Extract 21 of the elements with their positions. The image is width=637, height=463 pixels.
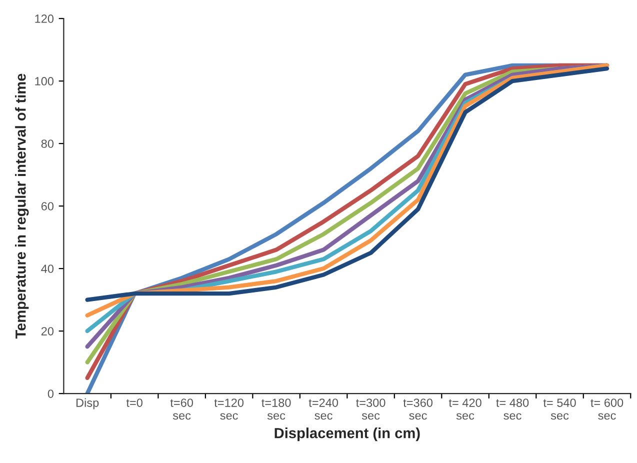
x-tick-label: t=240 sec bbox=[308, 398, 338, 420]
x-tick-label: t=360 sec bbox=[403, 398, 433, 420]
y-tick-label: 40 bbox=[41, 264, 54, 273]
y-tick-label: 80 bbox=[41, 140, 54, 148]
x-tick-label: t= 600 sec bbox=[590, 398, 624, 420]
y-tick-label: 120 bbox=[35, 14, 54, 23]
y-tick-label: 20 bbox=[41, 327, 54, 336]
y-tick-label: 100 bbox=[35, 77, 54, 86]
x-tick-label: t= 480 sec bbox=[496, 398, 529, 420]
y-axis-title: Temperature in regular interval of time bbox=[15, 74, 29, 339]
x-axis-title: Displacement (in cm) bbox=[274, 428, 420, 442]
x-tick-label: t=60 sec bbox=[170, 398, 193, 420]
y-tick-label: 0 bbox=[48, 390, 54, 398]
x-tick-label: Disp bbox=[76, 398, 99, 410]
x-tick-label: t=120 sec bbox=[214, 398, 244, 420]
x-tick-label: t= 540 sec bbox=[543, 398, 576, 420]
y-tick-label: 60 bbox=[41, 202, 54, 210]
x-tick-label: t=300 sec bbox=[356, 398, 386, 420]
x-tick-label: t=0 bbox=[126, 398, 142, 407]
x-tick-label: t= 420 sec bbox=[448, 398, 482, 420]
x-tick-label: t=180 sec bbox=[262, 398, 291, 420]
